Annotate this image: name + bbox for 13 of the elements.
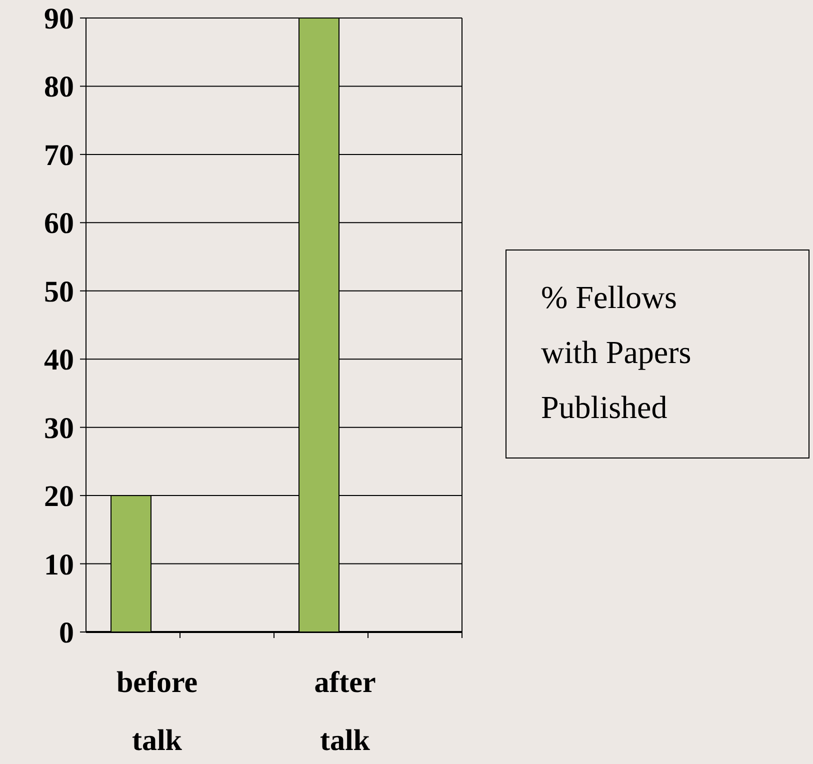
y-tick-label: 0 — [59, 616, 74, 650]
y-tick-label: 70 — [44, 138, 74, 172]
x-tick-label: before talk — [116, 666, 198, 757]
y-tick-label: 80 — [44, 70, 74, 104]
y-tick-label: 50 — [44, 275, 74, 308]
y-tick-label: 10 — [44, 548, 74, 582]
y-tick-label: 90 — [44, 2, 74, 36]
y-tick-label: 60 — [44, 207, 74, 240]
y-tick-label: 40 — [44, 344, 74, 377]
x-tick-label: after talk — [314, 666, 376, 757]
text: % Fellows with Papers Published — [541, 279, 692, 425]
y-tick-label: 30 — [44, 412, 74, 445]
y-tick-label: 20 — [44, 480, 74, 514]
